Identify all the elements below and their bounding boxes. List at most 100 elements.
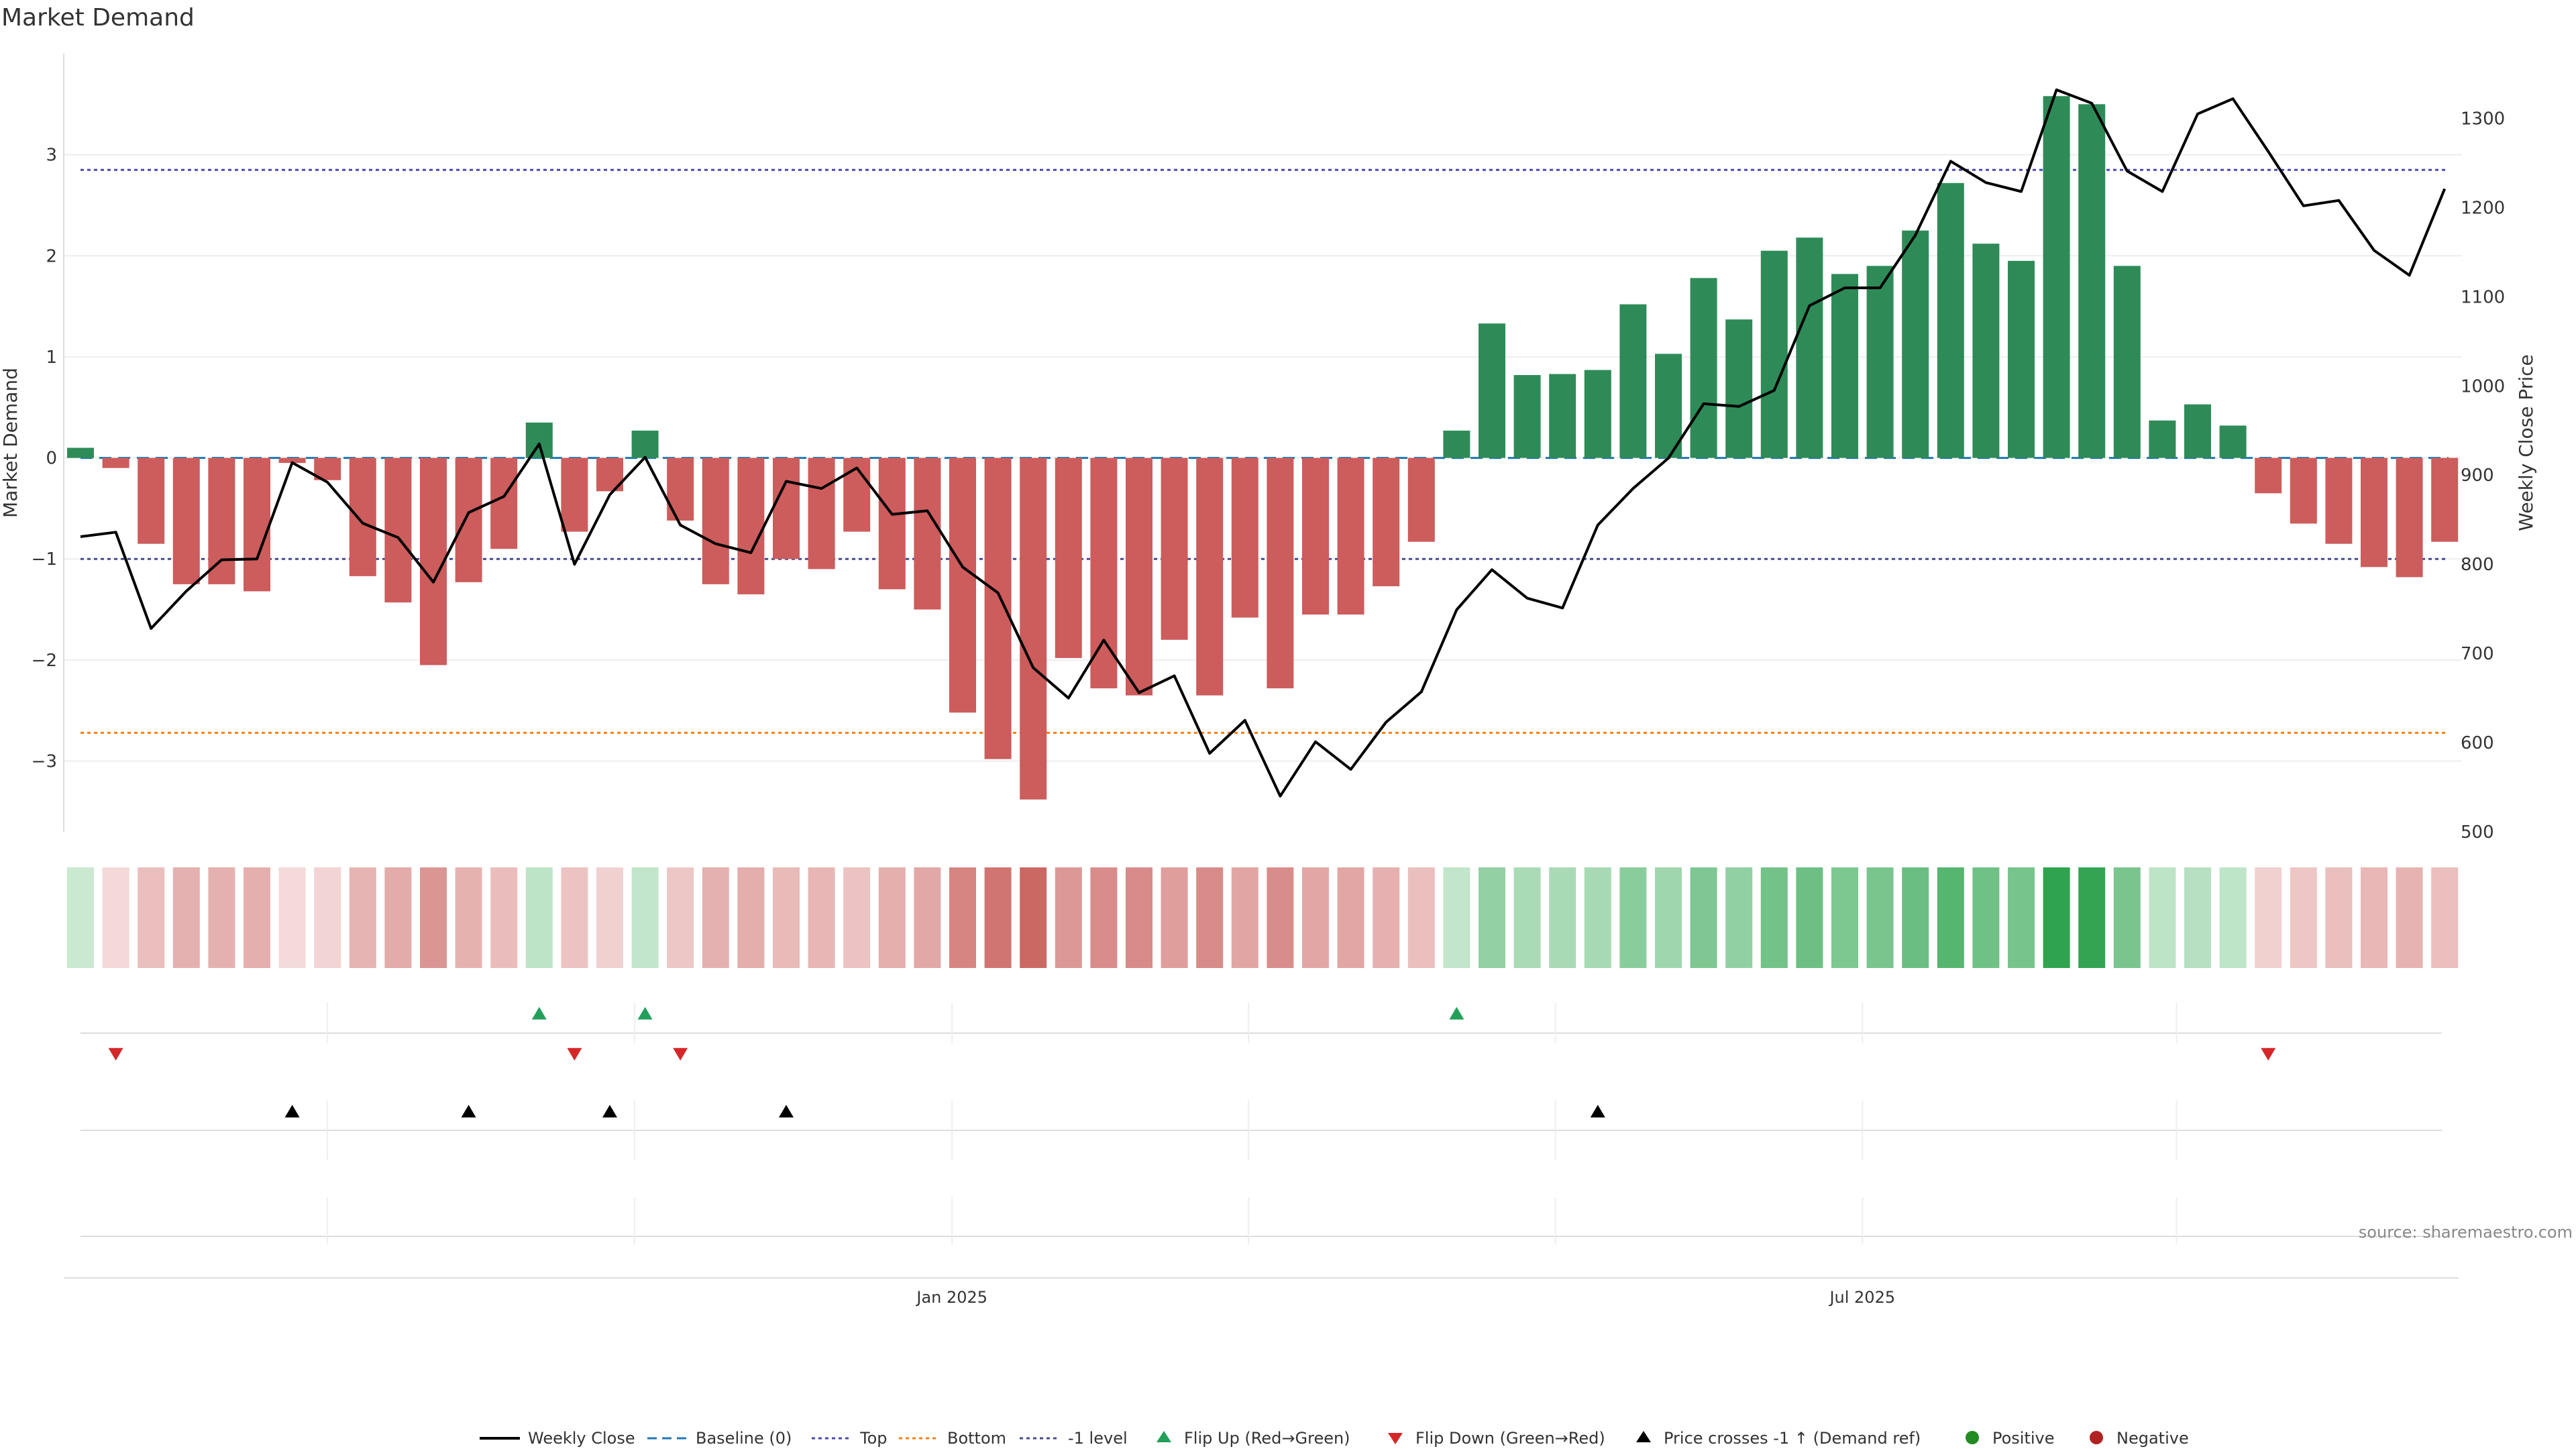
heat-cell [1549,867,1576,968]
legend-label: Flip Down (Green→Red) [1415,1429,1605,1448]
demand-bar [1619,304,1647,458]
heat-cell [1902,867,1929,968]
heat-cell [244,867,270,968]
demand-bar [1090,458,1118,689]
legend-label: Flip Up (Red→Green) [1184,1429,1350,1448]
heat-cell [2184,867,2211,968]
demand-bar [1690,278,1717,458]
price-cross-marker [1590,1105,1605,1118]
legend-label: Top [859,1429,888,1448]
heat-cell [67,867,94,968]
price-cross-marker [461,1105,476,1118]
price-cross-marker [284,1105,300,1118]
y2-tick-label: 1300 [2461,109,2505,129]
heat-cell [384,867,412,968]
legend-label: Baseline (0) [696,1429,792,1448]
demand-bar [67,447,94,458]
price-cross-marker [779,1105,794,1118]
heat-cell [1831,867,1858,968]
source-note: source: sharemaestro.com [2359,1223,2573,1242]
heat-cell [420,867,447,968]
y2-tick-label: 600 [2461,733,2494,753]
heat-cell [349,867,376,968]
demand-bar [1760,250,1788,458]
heat-cell [561,867,588,968]
heat-cell [631,867,659,968]
heat-cell [2113,867,2141,968]
demand-bar [561,458,588,532]
heat-cell [490,867,518,968]
heat-cell [773,867,800,968]
demand-bar [1549,374,1576,458]
axes: −3 −2 −1 0 1 2 3 500 600 700 800 900 1000 1100 1200 130… [32,54,2505,843]
heat-cell [808,867,835,968]
heat-cell [2255,867,2282,968]
demand-bar [172,458,200,584]
demand-bar [1196,458,1224,696]
y2-tick-label: 1100 [2461,287,2505,307]
demand-bar [349,458,376,576]
demand-bar [1443,430,1470,458]
demand-bar [1373,458,1400,586]
demand-bar [138,458,165,544]
demand-bars [67,96,2459,800]
heat-cell [314,867,341,968]
heat-cell [596,867,623,968]
demand-bar [1796,237,1823,458]
heat-cell [2290,867,2317,968]
flip-up-marker [531,1007,547,1020]
legend: Weekly Close Baseline (0) Top Bottom -1 leve… [480,1429,2189,1448]
demand-bar [420,458,447,665]
legend-label: Weekly Close [528,1429,635,1448]
legend-label: Positive [1992,1429,2055,1448]
demand-bar [631,430,659,458]
x-tick-label: Jan 2025 [915,1288,987,1307]
heat-cell [1126,867,1152,968]
x-tick-label: Jul 2025 [1828,1288,1895,1307]
heat-cell [878,867,906,968]
heat-cell [278,867,306,968]
demand-bar [1020,458,1047,800]
y-tick-label: 0 [46,449,57,469]
demand-bar [2325,458,2353,544]
heat-cell [1690,867,1717,968]
heat-cell [2008,867,2035,968]
demand-bar [2361,458,2387,568]
heat-cell [1760,867,1788,968]
heat-cell [1725,867,1753,968]
flip-down-marker [567,1048,582,1061]
flip-up-marker [637,1007,653,1020]
demand-bar [1055,458,1082,658]
demand-bar [2396,458,2423,578]
demand-bar [808,458,835,570]
heat-cell [1796,867,1823,968]
y2-tick-label: 1200 [2461,198,2505,218]
heat-cell [138,867,165,968]
legend-swatch-flip-up [1157,1431,1171,1442]
y2-tick-label: 900 [2461,466,2494,486]
demand-bar [244,458,270,592]
heat-cell [1090,867,1118,968]
demand-bar [2113,266,2141,458]
demand-bar [702,458,729,584]
demand-bar [843,458,871,532]
flip-down-marker [2261,1048,2276,1061]
heat-cell [1373,867,1400,968]
legend-label: Bottom [947,1429,1006,1448]
demand-bar [667,458,694,521]
heat-cell [1479,867,1505,968]
demand-bar [1937,182,1964,458]
price-line-layer [80,88,2447,798]
heat-cell [1302,867,1329,968]
heat-cell [1866,867,1894,968]
heat-cell [1619,867,1647,968]
demand-bar [1161,458,1188,640]
demand-bar [1866,266,1894,458]
flip-down-marker [673,1048,688,1061]
heat-cell [2361,867,2387,968]
demand-bar [208,458,235,584]
y-tick-label: 2 [46,246,57,266]
demand-bar [1407,458,1435,542]
y-tick-label: −2 [32,651,57,671]
